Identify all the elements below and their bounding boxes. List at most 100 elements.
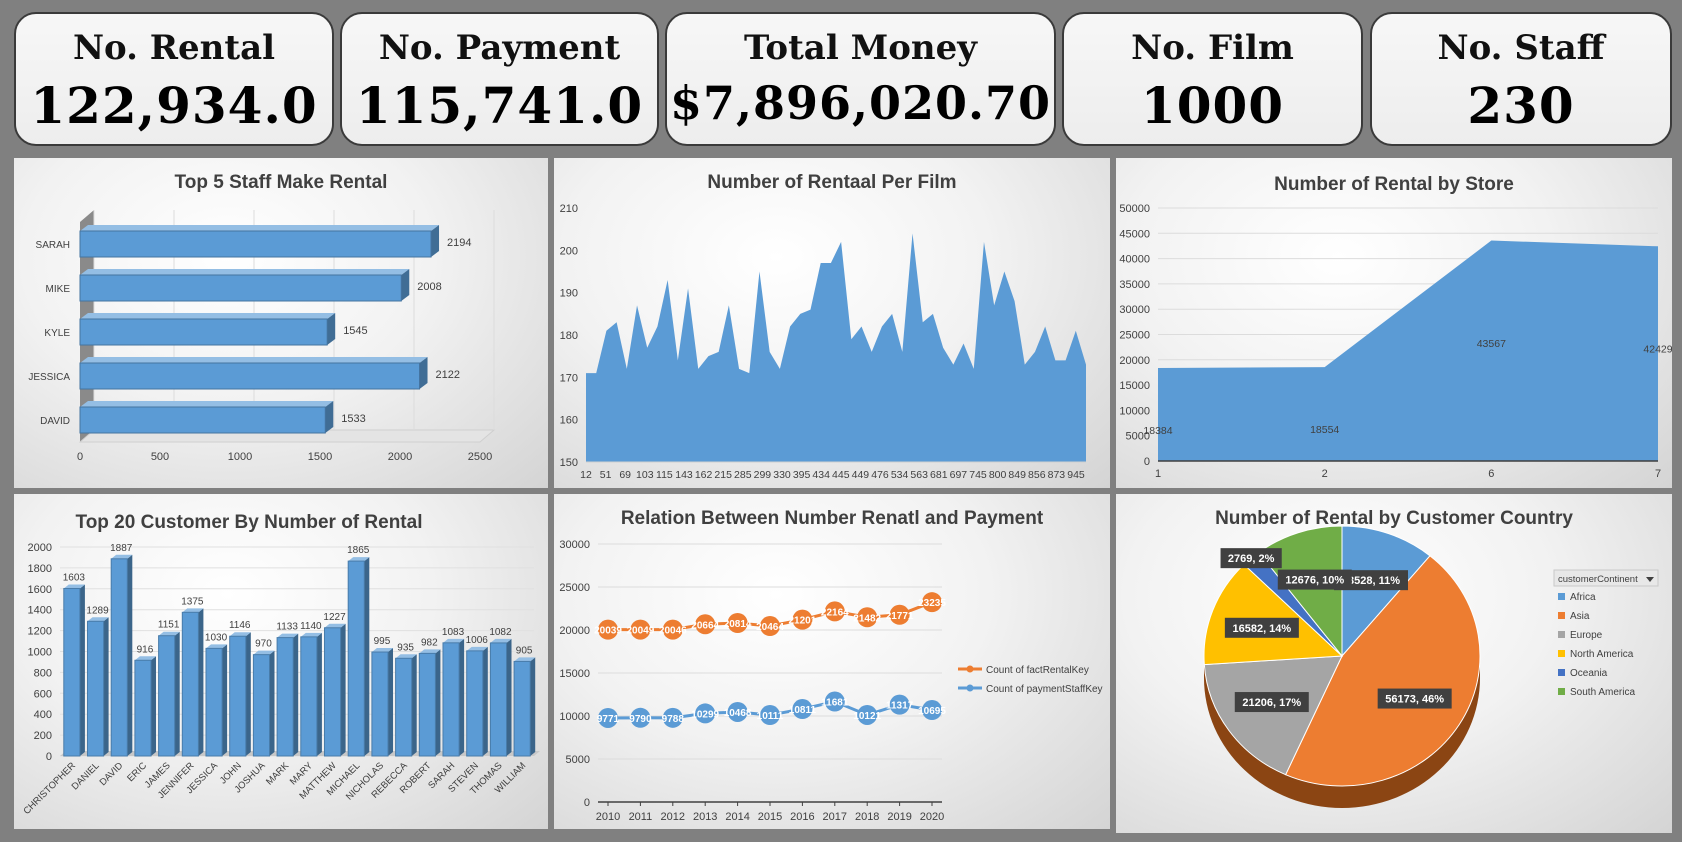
y-tick-label: 1000 bbox=[28, 647, 52, 659]
y-tick-label: 25000 bbox=[1119, 330, 1150, 342]
y-tick-label: 15000 bbox=[1119, 380, 1150, 392]
legend-label: North America bbox=[1570, 649, 1634, 660]
x-tick-label: 7 bbox=[1655, 468, 1661, 480]
bar-top bbox=[111, 554, 133, 559]
x-tick-label: 2017 bbox=[823, 811, 847, 823]
bar bbox=[79, 406, 326, 434]
legend-swatch bbox=[1558, 669, 1565, 676]
bar-top bbox=[277, 633, 299, 638]
bar-side bbox=[198, 608, 204, 756]
x-tick-label: 2011 bbox=[629, 811, 653, 823]
data-label: 21206, 17% bbox=[1242, 697, 1301, 709]
y-tick-label: 210 bbox=[560, 203, 578, 215]
kpi-card-payment: No. Payment 115,741.0 bbox=[340, 12, 659, 146]
data-label: 21201 bbox=[788, 616, 816, 627]
kpi-card-staff: No. Staff 230 bbox=[1370, 12, 1672, 146]
data-point bbox=[760, 705, 780, 726]
y-tick-label: 600 bbox=[34, 688, 52, 700]
bar-side bbox=[364, 557, 370, 756]
data-label: 2194 bbox=[447, 237, 471, 249]
data-point bbox=[630, 707, 651, 728]
data-label: 1227 bbox=[323, 612, 346, 623]
data-label: 10695 bbox=[918, 706, 946, 717]
data-point bbox=[857, 607, 878, 628]
x-tick-label: 12 bbox=[580, 469, 592, 481]
data-point bbox=[760, 616, 780, 637]
bar-side bbox=[245, 632, 251, 756]
data-label: 16582, 14% bbox=[1232, 623, 1291, 635]
x-tick-label: 143 bbox=[675, 469, 693, 481]
bar-side bbox=[79, 584, 85, 756]
bar bbox=[79, 274, 402, 302]
bar-top bbox=[80, 401, 334, 407]
bar bbox=[347, 560, 365, 757]
x-tick-label: 849 bbox=[1008, 469, 1026, 481]
x-tick-label: 2500 bbox=[468, 451, 492, 463]
data-label: 10111 bbox=[757, 711, 784, 722]
bar bbox=[418, 652, 436, 757]
bar bbox=[323, 627, 342, 757]
y-tick-label: 190 bbox=[560, 288, 578, 300]
chart-top-customers: Top 20 Customer By Number of Rental 0 200 4… bbox=[21, 512, 540, 817]
y-tick-label: 40000 bbox=[1119, 254, 1150, 266]
chart-rental-by-store: Number of Rental by Store050001000015000… bbox=[1119, 174, 1672, 480]
y-tick-label: 170 bbox=[560, 372, 578, 384]
y-tick-label: 180 bbox=[560, 330, 578, 342]
bar-side bbox=[431, 225, 440, 257]
x-tick-label: 330 bbox=[773, 469, 791, 481]
data-label: 1133 bbox=[276, 622, 298, 633]
x-tick-label: 476 bbox=[871, 469, 889, 481]
data-label-box bbox=[1333, 570, 1408, 591]
x-tick-label: 215 bbox=[714, 469, 732, 481]
y-tick-label: 0 bbox=[1144, 456, 1150, 468]
data-label: 2769, 2% bbox=[1228, 553, 1275, 565]
x-tick-label: 0 bbox=[77, 451, 83, 463]
x-tick-label: 2014 bbox=[725, 811, 749, 823]
data-label: 20049 bbox=[626, 626, 654, 637]
data-label-box bbox=[1220, 548, 1282, 569]
y-tick-label: 30000 bbox=[1119, 304, 1150, 316]
data-label: 9790 bbox=[629, 714, 652, 725]
x-tick-label: 697 bbox=[950, 469, 968, 481]
y-tick-label: 0 bbox=[584, 797, 590, 809]
bar bbox=[489, 642, 508, 757]
data-label: 20464 bbox=[756, 622, 784, 633]
y-tick-label: 1600 bbox=[28, 584, 52, 596]
bar-top bbox=[442, 638, 465, 643]
bar-top bbox=[300, 632, 322, 637]
panel-top-staff: Top 5 Staff Make Rental 0 500 1000 1500 2000 2… bbox=[14, 158, 548, 488]
y-tick-label: SARAH bbox=[36, 240, 70, 251]
y-tick-label: 1200 bbox=[28, 626, 52, 638]
bar-top bbox=[324, 623, 346, 628]
data-label: 1140 bbox=[300, 621, 322, 632]
bar-side bbox=[401, 269, 410, 301]
kpi-label: No. Rental bbox=[72, 28, 276, 68]
y-tick-label: 10000 bbox=[559, 711, 590, 723]
data-label: 18384 bbox=[1143, 425, 1172, 437]
y-tick-label: 30000 bbox=[559, 539, 590, 551]
bar-side bbox=[340, 623, 346, 756]
data-label: 916 bbox=[137, 644, 154, 655]
data-point bbox=[727, 701, 748, 722]
x-tick-label: 115 bbox=[656, 469, 673, 481]
bar-top bbox=[419, 649, 441, 654]
data-label: 1865 bbox=[347, 545, 370, 556]
y-tick-label: JESSICA bbox=[28, 372, 70, 383]
legend-header bbox=[1553, 569, 1659, 587]
x-tick-label: 856 bbox=[1028, 469, 1046, 481]
bar bbox=[79, 362, 421, 390]
x-tick-label: 51 bbox=[600, 469, 612, 481]
x-tick-label: MARK bbox=[264, 760, 292, 788]
bar bbox=[466, 650, 484, 757]
data-label: 905 bbox=[516, 645, 533, 656]
data-label: 18554 bbox=[1310, 424, 1339, 436]
bar bbox=[276, 637, 294, 757]
bar-side bbox=[435, 649, 441, 756]
bar-top bbox=[514, 657, 536, 662]
legend-title: customerContinent bbox=[1558, 574, 1638, 585]
chart-rental-payment-relation: Relation Between Number Renatl and Payme… bbox=[559, 508, 1102, 823]
panel-rental-payment-relation: Relation Between Number Renatl and Payme… bbox=[554, 494, 1110, 829]
x-tick-label: 162 bbox=[695, 469, 713, 481]
y-tick-label: 5000 bbox=[566, 754, 590, 766]
bar-top bbox=[87, 617, 109, 622]
